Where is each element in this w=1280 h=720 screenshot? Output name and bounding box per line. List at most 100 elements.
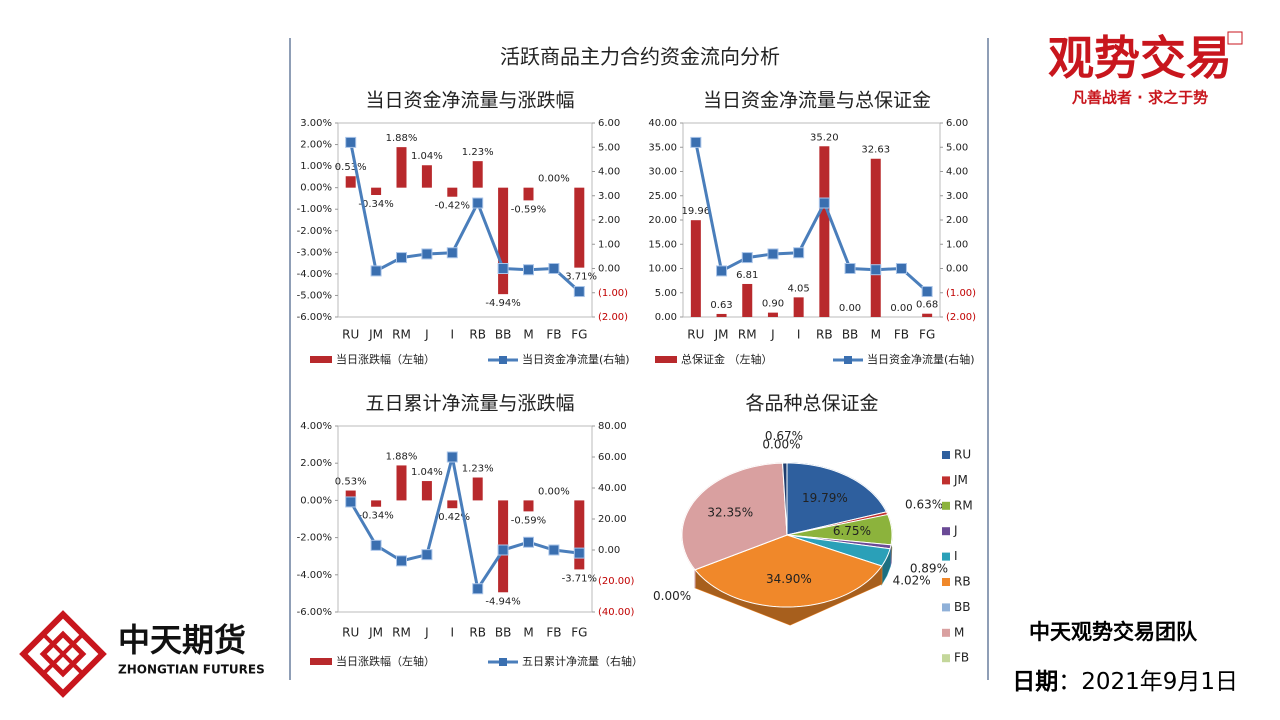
x-tick-label: J (770, 328, 775, 342)
pie-slice (786, 534, 891, 567)
y2-tick-label: 3.00 (946, 191, 968, 202)
bar (523, 187, 534, 201)
legend-swatch (942, 451, 950, 459)
legend-swatch (655, 356, 677, 363)
x-tick-label: FG (571, 328, 587, 342)
y-tick-label: -2.00% (297, 226, 332, 237)
x-tick-label: FB (546, 328, 561, 342)
data-label: 6.81 (736, 270, 758, 281)
marker (870, 264, 882, 276)
y-tick-label: 20.00 (648, 215, 677, 226)
chart-title: 五日累计净流量与涨跌幅 (365, 393, 574, 415)
x-tick-label: JM (714, 328, 729, 342)
data-label: 1.04% (411, 467, 443, 478)
marker (716, 265, 728, 277)
y2-tick-label: (1.00) (946, 288, 976, 299)
x-tick-label: RU (687, 328, 704, 342)
y-tick-label: 35.00 (648, 142, 677, 153)
company-name: 中天期货 (118, 621, 246, 659)
legend-label: 当日资金净流量(右轴) (867, 352, 975, 366)
legend-swatch (310, 356, 332, 363)
marker (548, 544, 560, 556)
legend-label: JM (953, 473, 968, 487)
y-tick-label: 4.00% (300, 421, 332, 432)
data-label: 4.05 (788, 283, 810, 294)
data-label: 1.88% (386, 451, 418, 462)
x-tick-label: J (424, 626, 429, 640)
bar (690, 220, 701, 317)
y-tick-label: 0.00% (300, 183, 332, 194)
x-tick-label: RU (342, 626, 359, 640)
y-tick-label: 25.00 (648, 191, 677, 202)
pie-slice (786, 462, 888, 536)
legend-label: 五日累计净流量（右轴） (522, 654, 643, 668)
pie-slice (681, 462, 788, 571)
legend-label: BB (954, 600, 970, 614)
marker (741, 252, 753, 264)
data-label: 19.96 (682, 206, 711, 217)
y-tick-label: -2.00% (297, 533, 332, 544)
data-label: -0.42% (435, 512, 470, 523)
marker (446, 451, 458, 463)
y2-tick-label: (2.00) (598, 312, 628, 323)
x-tick-label: FG (919, 328, 935, 342)
marker (523, 264, 534, 276)
bar (498, 187, 509, 295)
data-label: 1.04% (411, 151, 443, 162)
y2-tick-label: 2.00 (946, 215, 968, 226)
marker (370, 539, 382, 551)
bar (716, 313, 727, 317)
data-label: -4.94% (485, 298, 520, 309)
y-tick-label: 40.00 (648, 118, 677, 129)
slide-title: 活跃商品主力合约资金流向分析 (500, 45, 780, 69)
legend-label: 总保证金 （左轴） (681, 352, 773, 366)
chart-title: 当日资金净流量与总保证金 (703, 90, 931, 112)
legend-label: J (953, 524, 958, 538)
data-label: -3.71% (562, 272, 597, 283)
x-tick-label: RU (342, 328, 359, 342)
y-tick-label: 10.00 (648, 264, 677, 275)
y-tick-label: 30.00 (648, 167, 677, 178)
legend-label: M (954, 625, 964, 639)
data-label: 32.63 (861, 145, 890, 156)
data-label: 4.02% (893, 574, 931, 588)
x-tick-label: BB (495, 328, 511, 342)
legend-swatch (942, 552, 950, 561)
data-label: -0.59% (511, 204, 546, 215)
legend-swatch (942, 628, 950, 637)
y-tick-label: 1.00% (300, 161, 332, 172)
bar (819, 146, 830, 317)
y2-tick-label: 0.00 (598, 264, 620, 275)
y2-tick-label: 1.00 (598, 239, 620, 250)
marker (523, 536, 534, 548)
x-tick-label: RB (469, 328, 486, 342)
data-label: 0.00% (762, 438, 800, 452)
chart-title: 各品种总保证金 (745, 393, 878, 415)
y2-tick-label: 2.00 (598, 215, 620, 226)
x-tick-label: M (523, 328, 533, 342)
line (694, 142, 929, 293)
data-label: 34.90% (766, 572, 812, 586)
marker (573, 286, 585, 298)
marker (421, 248, 433, 260)
y2-tick-label: 3.00 (598, 191, 620, 202)
data-label: 6.75% (833, 524, 871, 538)
date: ：2021年9月1日 (1058, 669, 1238, 695)
data-label: 0.00 (890, 303, 912, 314)
line (349, 456, 580, 593)
marker (472, 197, 484, 209)
bar (447, 500, 458, 509)
bar (345, 176, 356, 188)
data-label: 0.90 (762, 299, 784, 310)
data-label: 0.53% (335, 162, 367, 173)
bar (574, 500, 585, 570)
bar (922, 313, 933, 317)
legend-label: 当日资金净流量(右轴) (522, 352, 630, 366)
legend-swatch (942, 578, 950, 586)
y2-tick-label: (40.00) (598, 607, 635, 618)
data-label: 1.23% (462, 147, 494, 158)
y-tick-label: 0.00% (300, 495, 332, 506)
data-label: 0.00 (839, 303, 861, 314)
marker (421, 549, 433, 561)
